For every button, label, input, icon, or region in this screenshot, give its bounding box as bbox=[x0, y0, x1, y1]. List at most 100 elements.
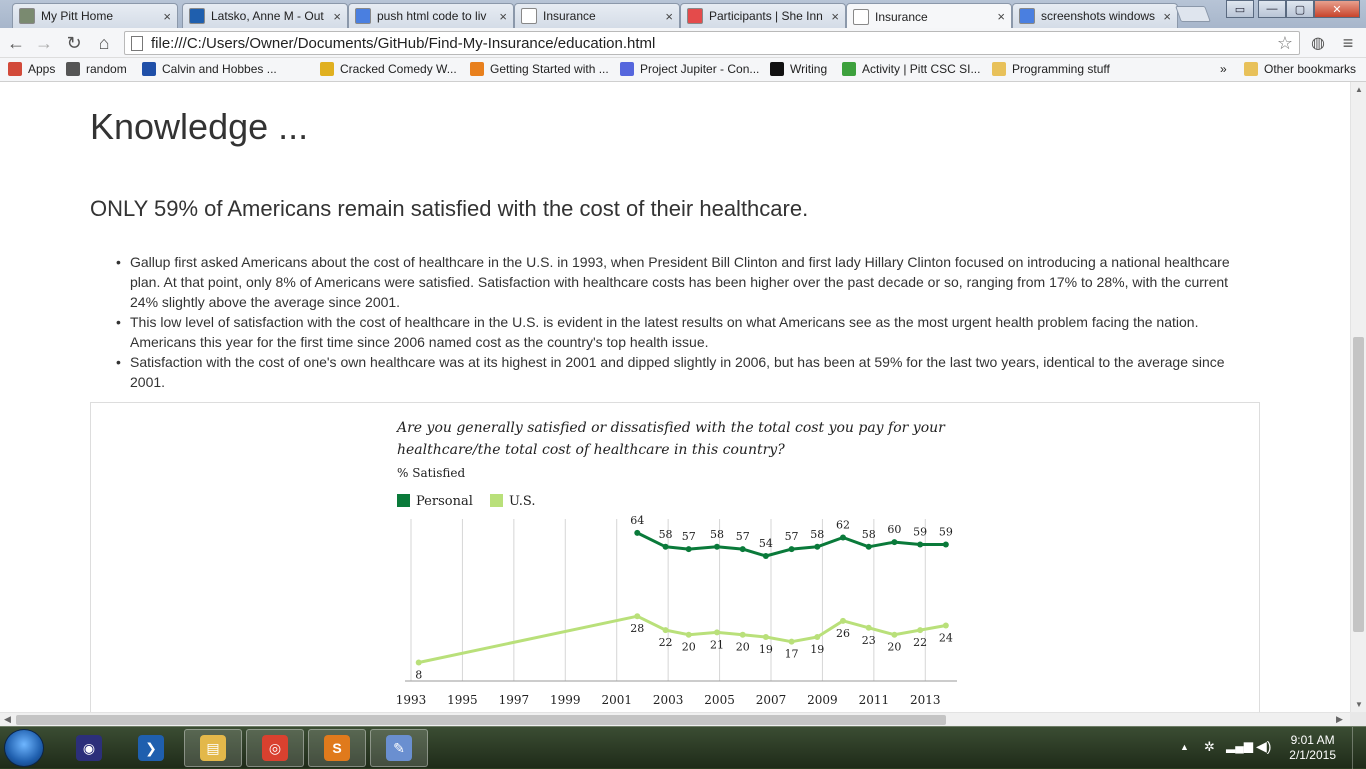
home-button[interactable]: ⌂ bbox=[98, 32, 110, 53]
signal-icon[interactable]: ▂▄▆ bbox=[1226, 739, 1253, 753]
show-desktop-button[interactable] bbox=[1352, 727, 1366, 769]
bookmark-item[interactable]: Project Jupiter - Con... bbox=[620, 62, 759, 76]
data-point bbox=[714, 629, 720, 636]
x-tick-label: 1997 bbox=[499, 693, 530, 707]
x-tick-label: 1995 bbox=[447, 693, 478, 707]
reload-button[interactable]: ↻ bbox=[66, 32, 82, 53]
bookmark-item[interactable]: Writing bbox=[770, 62, 827, 76]
tab-close-icon[interactable]: × bbox=[997, 9, 1005, 24]
tab-close-icon[interactable]: × bbox=[665, 8, 673, 24]
data-label: 19 bbox=[759, 643, 773, 656]
address-bar[interactable]: file:///C:/Users/Owner/Documents/GitHub/… bbox=[124, 31, 1300, 55]
data-label: 28 bbox=[630, 622, 644, 635]
network-icon[interactable]: ✲ bbox=[1204, 739, 1215, 754]
tab-title: Insurance bbox=[543, 9, 596, 23]
bookmark-favicon-icon bbox=[842, 62, 856, 76]
bookmark-label: Cracked Comedy W... bbox=[340, 62, 457, 76]
tab-title: push html code to liv bbox=[377, 9, 487, 23]
data-label: 57 bbox=[785, 530, 799, 543]
bookmark-item[interactable]: Calvin and Hobbes ... bbox=[142, 62, 277, 76]
bookmark-label: Getting Started with ... bbox=[490, 62, 609, 76]
x-tick-label: 2007 bbox=[756, 693, 787, 707]
tab-close-icon[interactable]: × bbox=[163, 8, 171, 24]
tab-favicon-icon bbox=[355, 8, 371, 24]
system-tray: ▲ ✲ ▂▄▆ ◀) 9:01 AM 2/1/2015 bbox=[1170, 727, 1366, 769]
scroll-left-icon[interactable]: ◀ bbox=[4, 714, 11, 724]
tab-1[interactable]: My Pitt Home × bbox=[12, 3, 178, 28]
clock-time: 9:01 AM bbox=[1290, 733, 1335, 747]
vertical-scrollbar[interactable]: ▲ ▼ bbox=[1350, 82, 1366, 712]
data-label: 19 bbox=[810, 643, 824, 656]
window-user-button[interactable]: ▭ bbox=[1226, 0, 1254, 18]
data-label: 58 bbox=[659, 528, 673, 541]
menu-icon[interactable]: ≡ bbox=[1342, 32, 1354, 53]
taskbar-powershell-button[interactable]: ❯ bbox=[122, 729, 180, 767]
horizontal-scrollbar[interactable]: ◀ ▶ bbox=[0, 712, 1350, 726]
start-button[interactable] bbox=[4, 729, 44, 767]
scroll-up-icon[interactable]: ▲ bbox=[1355, 85, 1363, 94]
taskbar-file-explorer-button[interactable]: ▤ bbox=[184, 729, 242, 767]
data-label: 22 bbox=[913, 636, 927, 649]
tab-3[interactable]: push html code to liv × bbox=[348, 3, 514, 28]
x-tick-label: 1999 bbox=[550, 693, 581, 707]
bookmark-star-icon[interactable]: ☆ bbox=[1276, 32, 1293, 53]
tab-2[interactable]: Latsko, Anne M - Out × bbox=[182, 3, 348, 28]
bookmark-item[interactable]: Programming stuff bbox=[992, 62, 1110, 76]
bookmark-item[interactable]: random bbox=[66, 62, 127, 76]
back-button[interactable]: ← bbox=[7, 32, 25, 53]
eclipse-icon: ◉ bbox=[76, 735, 102, 761]
window-minimize-button[interactable]: — bbox=[1258, 0, 1286, 18]
tab-title: Latsko, Anne M - Out bbox=[211, 9, 324, 23]
tab-close-icon[interactable]: × bbox=[1163, 8, 1171, 24]
other-bookmarks-folder[interactable]: Other bookmarks bbox=[1244, 62, 1356, 76]
tray-expand-icon[interactable]: ▲ bbox=[1180, 742, 1189, 752]
tab-title: Participants | She Inn bbox=[709, 9, 823, 23]
scroll-down-icon[interactable]: ▼ bbox=[1355, 700, 1363, 709]
tab-6[interactable]: Insurance × bbox=[846, 3, 1012, 29]
bookmark-item[interactable]: Apps bbox=[8, 62, 55, 76]
scroll-right-icon[interactable]: ▶ bbox=[1336, 714, 1343, 724]
data-point bbox=[415, 659, 422, 666]
data-point bbox=[685, 546, 692, 553]
extension-icon[interactable]: ◍ bbox=[1311, 35, 1325, 52]
bookmark-item[interactable]: Activity | Pitt CSC SI... bbox=[842, 62, 980, 76]
tab-strip: My Pitt Home × Latsko, Anne M - Out × push h… bbox=[0, 0, 1366, 29]
satisfaction-line-chart: Are you generally satisfied or dissatisf… bbox=[395, 420, 957, 707]
bookmarks-bar: Apps random Calvin and Hobbes ... Cracked C… bbox=[0, 58, 1366, 82]
taskbar-sublime-text-button[interactable]: S bbox=[308, 729, 366, 767]
bookmarks-overflow-button[interactable]: » bbox=[1220, 62, 1227, 76]
taskbar-paint-button[interactable]: ✎ bbox=[370, 729, 428, 767]
paint-icon: ✎ bbox=[386, 735, 412, 761]
horizontal-scroll-thumb[interactable] bbox=[16, 715, 946, 725]
tab-close-icon[interactable]: × bbox=[499, 8, 507, 24]
bookmark-favicon-icon bbox=[470, 62, 484, 76]
data-label: 26 bbox=[836, 627, 850, 640]
legend-label: U.S. bbox=[509, 494, 535, 509]
data-label: 24 bbox=[939, 631, 953, 644]
data-label: 60 bbox=[887, 523, 901, 536]
bookmark-item[interactable]: Getting Started with ... bbox=[470, 62, 609, 76]
data-point bbox=[840, 534, 846, 541]
data-point bbox=[942, 622, 949, 629]
window-close-button[interactable]: ✕ bbox=[1314, 0, 1360, 18]
tab-close-icon[interactable]: × bbox=[831, 8, 839, 24]
tab-7[interactable]: screenshots windows × bbox=[1012, 3, 1178, 28]
clock[interactable]: 9:01 AM 2/1/2015 bbox=[1289, 733, 1336, 763]
bookmark-item[interactable]: Cracked Comedy W... bbox=[320, 62, 457, 76]
forward-button[interactable]: → bbox=[35, 32, 53, 53]
clock-date: 2/1/2015 bbox=[1289, 748, 1336, 762]
window-maximize-button[interactable]: ▢ bbox=[1286, 0, 1314, 18]
data-point bbox=[917, 541, 924, 548]
address-url: file:///C:/Users/Owner/Documents/GitHub/… bbox=[151, 34, 656, 52]
taskbar-eclipse-button[interactable]: ◉ bbox=[60, 729, 118, 767]
data-label: 62 bbox=[836, 519, 850, 532]
vertical-scroll-thumb[interactable] bbox=[1353, 337, 1364, 632]
tab-4[interactable]: Insurance × bbox=[514, 3, 680, 28]
taskbar-chrome-button[interactable]: ◎ bbox=[246, 729, 304, 767]
volume-icon[interactable]: ◀) bbox=[1256, 738, 1272, 754]
tab-close-icon[interactable]: × bbox=[333, 8, 341, 24]
powershell-icon: ❯ bbox=[138, 735, 164, 761]
new-tab-button[interactable] bbox=[1175, 6, 1211, 22]
bookmark-favicon-icon bbox=[992, 62, 1006, 76]
tab-5[interactable]: Participants | She Inn × bbox=[680, 3, 846, 28]
